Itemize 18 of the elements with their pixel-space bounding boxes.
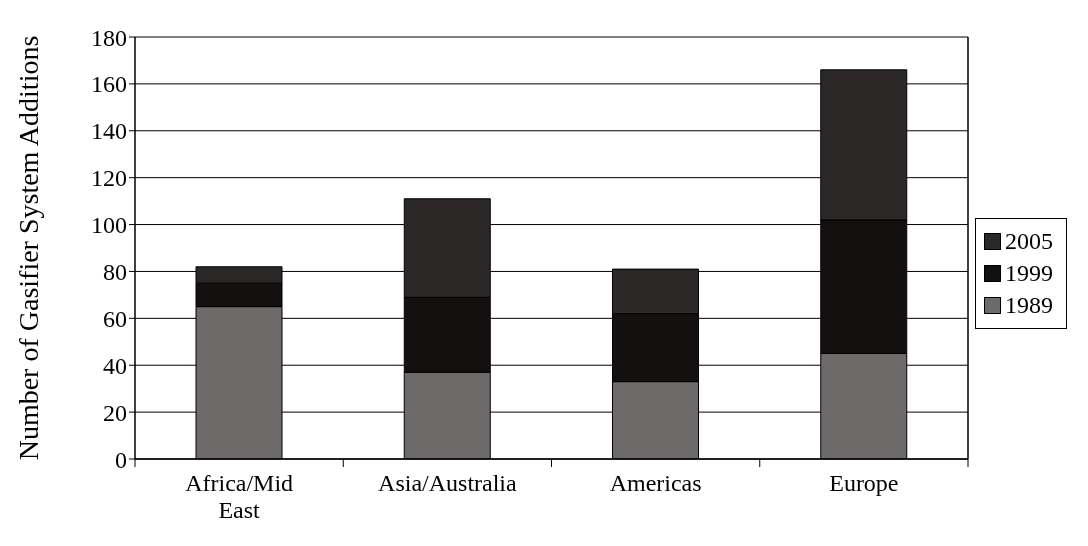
y-tick-label: 160 — [91, 71, 127, 98]
x-tick-label: Asia/Australia — [378, 469, 518, 496]
legend-label: 1989 — [1005, 291, 1053, 319]
x-tick-label: Americas — [609, 469, 702, 496]
y-tick-label: 60 — [103, 305, 127, 332]
legend-label: 1999 — [1005, 259, 1053, 287]
y-tick-label: 80 — [103, 258, 127, 285]
y-tick-label: 40 — [103, 352, 127, 379]
y-tick-label: 140 — [91, 118, 127, 145]
y-axis-title: Number of Gasifier System Additions — [13, 35, 45, 461]
x-tick-label: Africa/Mid East — [185, 469, 294, 523]
y-tick-label: 180 — [91, 24, 127, 51]
x-tick-label: Europe — [829, 469, 899, 496]
legend-label: 2005 — [1005, 227, 1053, 255]
y-tick-label: 0 — [115, 446, 127, 473]
y-tick-label: 100 — [91, 212, 127, 239]
y-tick-label: 20 — [103, 399, 127, 426]
y-tick-label: 120 — [91, 165, 127, 192]
